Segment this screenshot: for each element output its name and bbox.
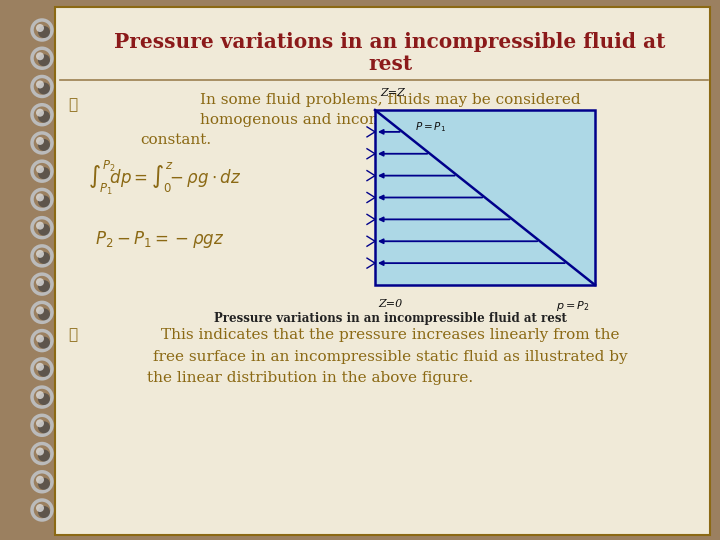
Circle shape <box>36 306 44 314</box>
Text: $\int_{P_1}^{P_2}\!\! dp = \int_{0}^{z}\!\!-\rho g \cdot dz$: $\int_{P_1}^{P_2}\!\! dp = \int_{0}^{z}\… <box>89 159 242 197</box>
Circle shape <box>36 476 44 484</box>
Circle shape <box>38 111 50 123</box>
Circle shape <box>36 221 44 229</box>
Circle shape <box>38 167 50 179</box>
Circle shape <box>36 250 44 258</box>
FancyBboxPatch shape <box>55 7 710 535</box>
Circle shape <box>36 80 44 89</box>
Circle shape <box>38 308 50 320</box>
Circle shape <box>36 278 44 286</box>
Circle shape <box>36 24 44 32</box>
Circle shape <box>38 393 50 405</box>
Text: free surface in an incompressible static fluid as illustrated by: free surface in an incompressible static… <box>153 350 627 364</box>
Circle shape <box>36 419 44 427</box>
Text: rest: rest <box>368 54 412 74</box>
Text: Z=0: Z=0 <box>378 299 402 309</box>
Text: constant.: constant. <box>140 133 211 147</box>
Text: $p=P_2$: $p=P_2$ <box>557 299 590 313</box>
Circle shape <box>38 449 50 462</box>
Circle shape <box>38 54 50 66</box>
Circle shape <box>36 363 44 371</box>
Circle shape <box>36 504 44 512</box>
Circle shape <box>36 193 44 201</box>
Circle shape <box>36 109 44 117</box>
Circle shape <box>36 52 44 60</box>
Circle shape <box>38 478 50 490</box>
Circle shape <box>38 195 50 207</box>
Text: homogenous and incompressible i.e . density    is: homogenous and incompressible i.e . dens… <box>200 113 580 127</box>
Bar <box>375 110 595 285</box>
Text: Pressure variations in an incompressible fluid at rest: Pressure variations in an incompressible… <box>214 312 567 325</box>
Circle shape <box>38 336 50 349</box>
Circle shape <box>38 421 50 433</box>
Circle shape <box>38 252 50 264</box>
Circle shape <box>36 448 44 456</box>
Circle shape <box>38 224 50 235</box>
Circle shape <box>38 139 50 151</box>
Circle shape <box>38 280 50 292</box>
Text: ⎙: ⎙ <box>68 327 77 342</box>
Text: the linear distribution in the above figure.: the linear distribution in the above fig… <box>147 371 473 385</box>
Circle shape <box>36 165 44 173</box>
Circle shape <box>38 83 50 94</box>
Circle shape <box>36 335 44 342</box>
Circle shape <box>38 506 50 518</box>
Circle shape <box>38 26 50 38</box>
Text: In some fluid problems, fluids may be considered: In some fluid problems, fluids may be co… <box>199 93 580 107</box>
Text: $P=P_1$: $P=P_1$ <box>415 120 446 134</box>
Text: Z=Z: Z=Z <box>380 88 405 98</box>
Text: Pressure variations in an incompressible fluid at: Pressure variations in an incompressible… <box>114 32 666 52</box>
Text: This indicates that the pressure increases linearly from the: This indicates that the pressure increas… <box>161 328 619 342</box>
Circle shape <box>36 391 44 399</box>
Circle shape <box>36 137 44 145</box>
Text: $P_2 - P_1 = -\rho gz$: $P_2 - P_1 = -\rho gz$ <box>95 230 225 251</box>
Text: ⎙: ⎙ <box>68 98 77 112</box>
Circle shape <box>38 365 50 377</box>
